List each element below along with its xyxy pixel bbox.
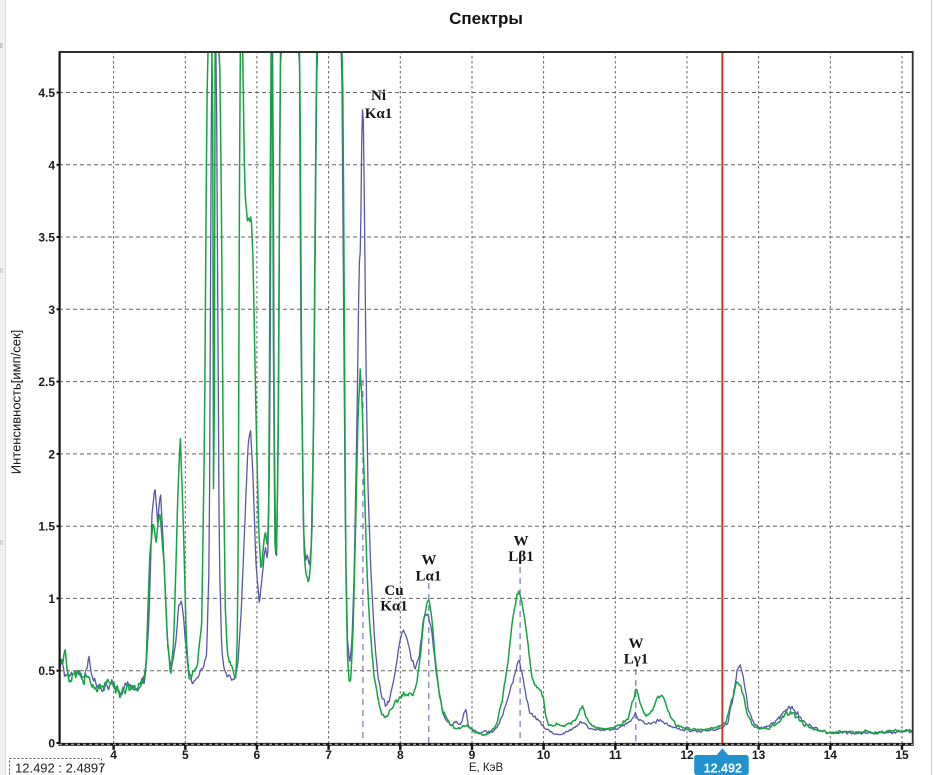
svg-text:8: 8 — [397, 748, 404, 762]
svg-text:Ni: Ni — [371, 88, 386, 104]
svg-text:Спектры: Спектры — [449, 9, 523, 28]
svg-text:6: 6 — [254, 748, 261, 762]
svg-text:0.5: 0.5 — [38, 664, 55, 678]
svg-text:10: 10 — [537, 748, 551, 762]
svg-text:9: 9 — [469, 748, 476, 762]
svg-text:Cu: Cu — [384, 583, 403, 599]
svg-text:4.5: 4.5 — [38, 86, 55, 100]
svg-text:12: 12 — [680, 748, 694, 762]
svg-text:Kα1: Kα1 — [365, 106, 393, 122]
svg-text:11: 11 — [609, 748, 622, 762]
svg-text:Lβ1: Lβ1 — [508, 549, 533, 565]
svg-text:12.492 : 2.4897: 12.492 : 2.4897 — [15, 761, 105, 775]
svg-text:0: 0 — [48, 737, 55, 751]
svg-text:2.5: 2.5 — [38, 375, 55, 389]
svg-text:13: 13 — [752, 748, 766, 762]
svg-text:3.5: 3.5 — [38, 231, 55, 245]
svg-text:1.5: 1.5 — [38, 520, 55, 534]
svg-text:Kα1: Kα1 — [380, 599, 408, 615]
svg-text:W: W — [629, 636, 644, 652]
svg-text:E, КэВ: E, КэВ — [469, 762, 504, 774]
svg-text:W: W — [422, 553, 437, 569]
svg-text:2: 2 — [48, 447, 55, 461]
svg-text:3: 3 — [48, 303, 55, 317]
svg-text:1: 1 — [48, 592, 55, 606]
svg-text:4: 4 — [110, 748, 117, 762]
svg-text:4: 4 — [48, 158, 55, 172]
svg-text:12.492: 12.492 — [704, 762, 742, 775]
svg-text:14: 14 — [824, 748, 838, 762]
svg-text:5: 5 — [182, 748, 189, 762]
svg-text:Интенсивность[имп/сек]: Интенсивность[имп/сек] — [9, 330, 24, 475]
svg-text:Lα1: Lα1 — [416, 569, 442, 585]
svg-text:7: 7 — [325, 748, 332, 762]
svg-text:15: 15 — [895, 748, 909, 762]
svg-text:Lγ1: Lγ1 — [624, 652, 649, 668]
svg-text:W: W — [514, 534, 529, 550]
